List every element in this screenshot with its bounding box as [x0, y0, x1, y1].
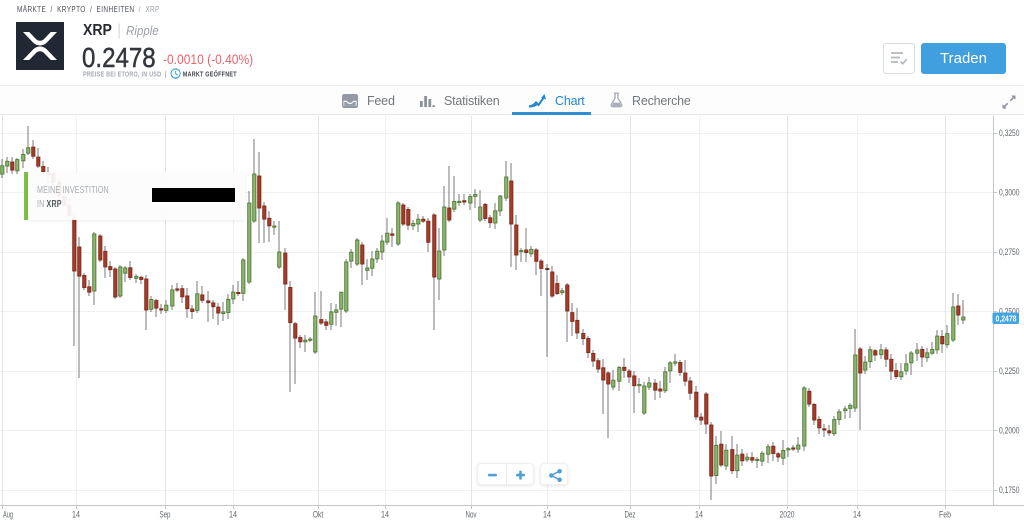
svg-text:0,2000: 0,2000 — [999, 426, 1020, 437]
svg-text:0,2478: 0,2478 — [996, 314, 1017, 324]
svg-text:Aug: Aug — [3, 510, 13, 521]
svg-text:0,3250: 0,3250 — [999, 128, 1020, 139]
svg-text:14: 14 — [853, 510, 861, 521]
svg-text:14: 14 — [381, 510, 389, 521]
svg-text:14: 14 — [72, 510, 80, 521]
svg-text:Feb: Feb — [939, 510, 951, 521]
svg-text:0,1750: 0,1750 — [999, 485, 1020, 496]
svg-text:Sep: Sep — [160, 510, 171, 521]
svg-text:2020: 2020 — [780, 510, 795, 521]
svg-text:14: 14 — [695, 510, 703, 521]
svg-text:14: 14 — [543, 510, 551, 521]
svg-text:0,2250: 0,2250 — [999, 366, 1020, 377]
svg-text:Dez: Dez — [625, 510, 636, 521]
svg-text:0,2750: 0,2750 — [999, 247, 1020, 258]
svg-text:Okt: Okt — [313, 510, 324, 521]
svg-text:Nov: Nov — [466, 510, 477, 521]
svg-text:0,2500: 0,2500 — [999, 307, 1020, 318]
svg-text:14: 14 — [229, 510, 237, 521]
svg-text:0,3000: 0,3000 — [999, 188, 1020, 199]
